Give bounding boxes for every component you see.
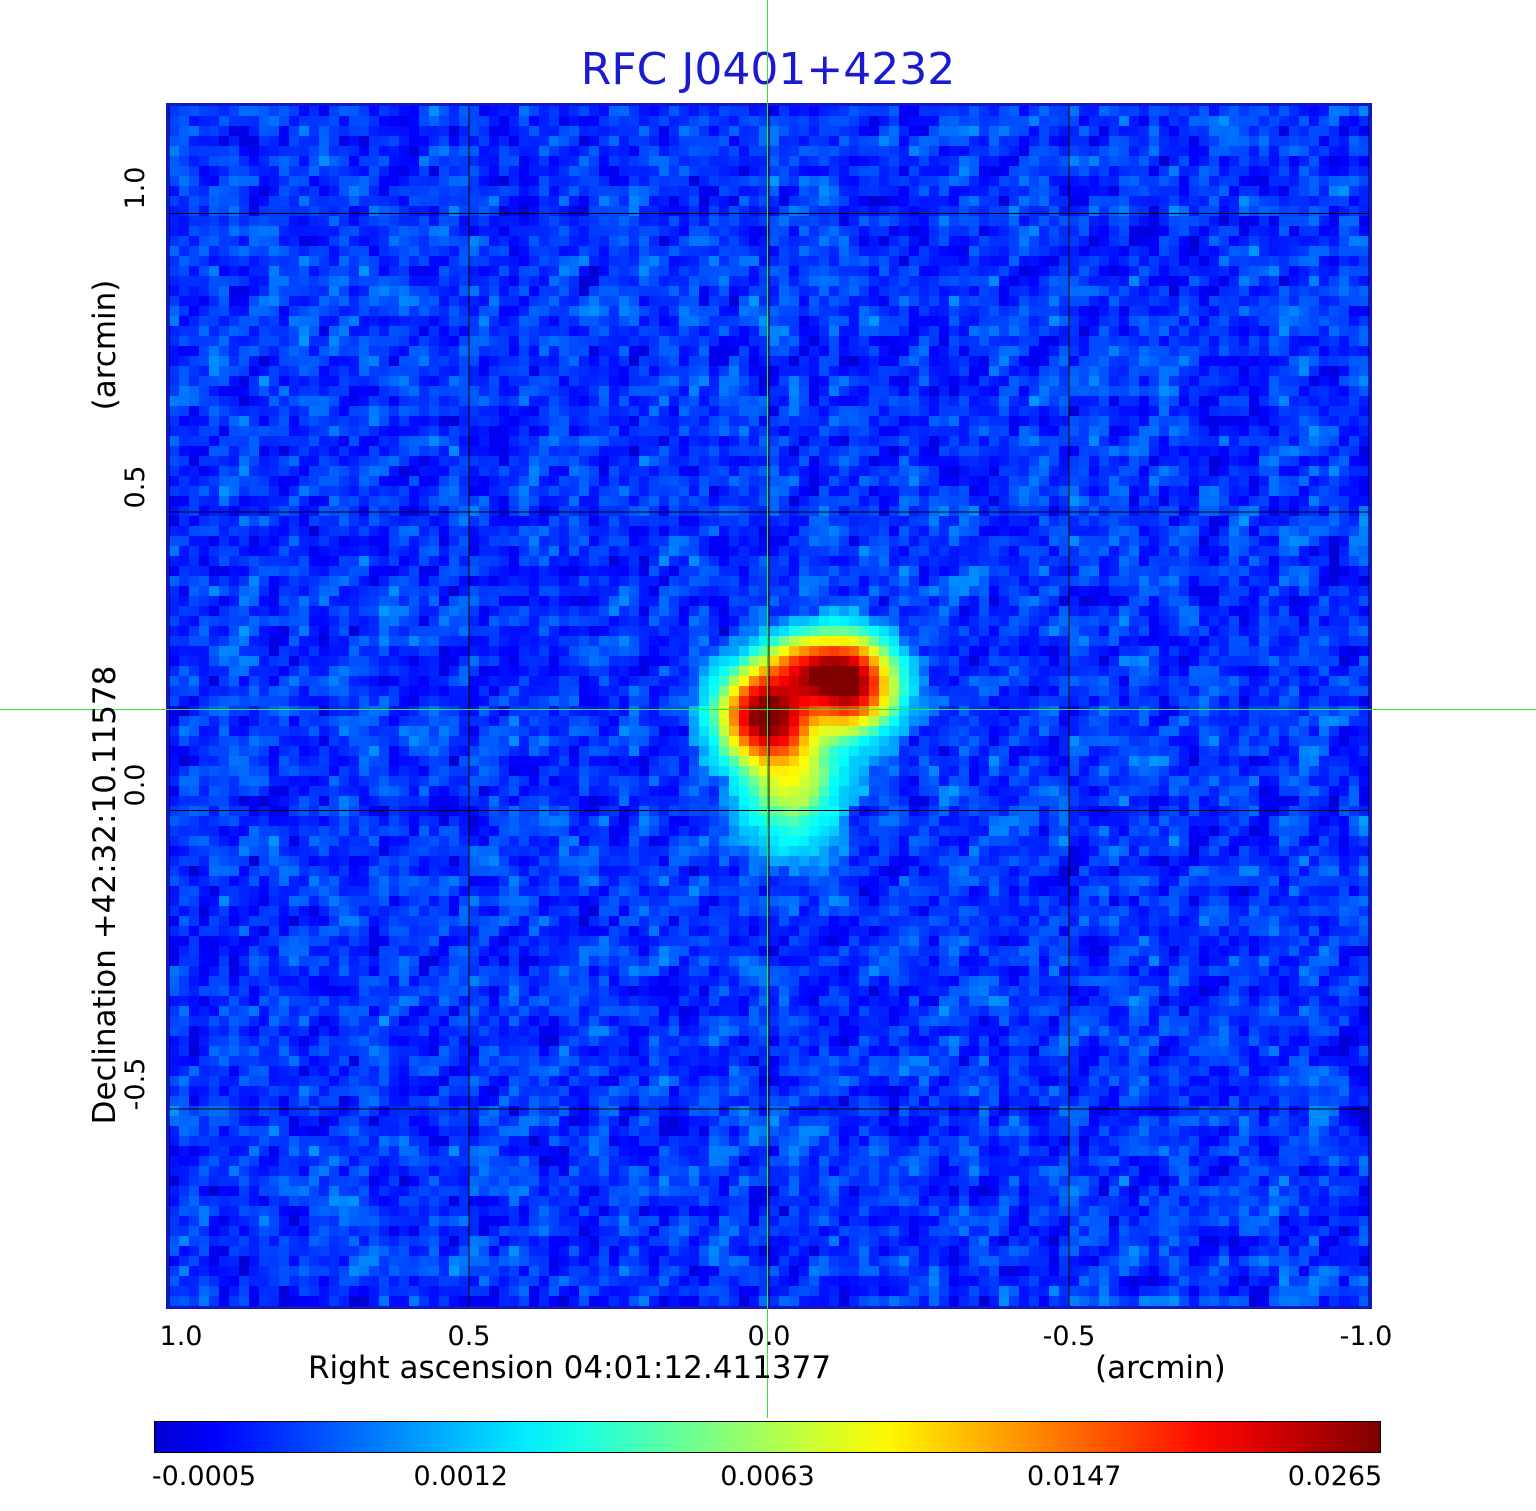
x-tick-label: 0.0 xyxy=(747,1321,791,1352)
x-tick-label: 1.0 xyxy=(159,1321,203,1352)
y-tick-label: 0.0 xyxy=(120,763,151,807)
y-tick-label: -0.5 xyxy=(120,1057,151,1111)
y-tick-label: 1.0 xyxy=(120,166,151,210)
x-tick-label: -1.0 xyxy=(1339,1321,1393,1352)
colorbar-tick-label: 0.0012 xyxy=(413,1461,508,1492)
x-axis-unit: (arcmin) xyxy=(1095,1350,1226,1386)
crosshair-horizontal xyxy=(0,709,1536,710)
x-tick-label: -0.5 xyxy=(1042,1321,1096,1352)
colorbar xyxy=(154,1421,1381,1453)
coordinate-grid xyxy=(169,106,1369,1306)
colorbar-tick-label: 0.0063 xyxy=(720,1461,815,1492)
y-tick-label: 0.5 xyxy=(120,465,151,509)
colorbar-tick-label: 0.0265 xyxy=(1287,1461,1383,1492)
x-axis-title: Right ascension 04:01:12.411377 xyxy=(308,1350,832,1386)
chart-title: RFC J0401+4232 xyxy=(580,44,956,95)
x-tick-label: 0.5 xyxy=(447,1321,491,1352)
colorbar-tick-label: 0.0147 xyxy=(1027,1461,1122,1492)
sky-image[interactable] xyxy=(166,103,1372,1309)
y-axis-unit: (arcmin) xyxy=(87,279,123,411)
y-axis-title: Declination +42:32:10.11578 xyxy=(87,665,123,1125)
colorbar-tick-label: -0.0005 xyxy=(151,1461,257,1492)
